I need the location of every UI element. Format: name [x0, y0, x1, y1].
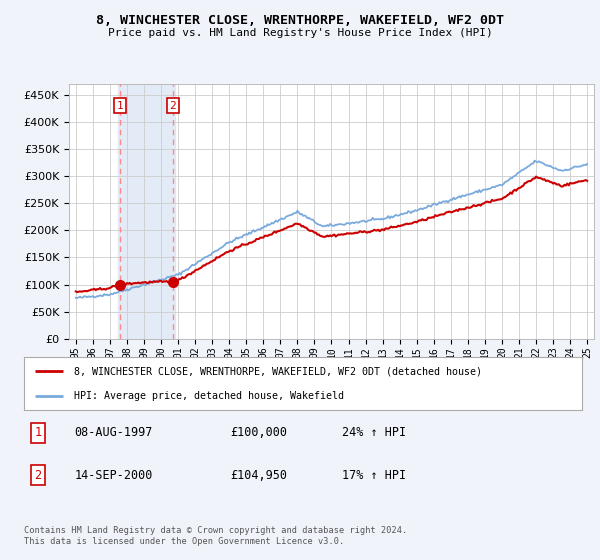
Text: 24% ↑ HPI: 24% ↑ HPI — [342, 426, 406, 440]
Text: Price paid vs. HM Land Registry's House Price Index (HPI): Price paid vs. HM Land Registry's House … — [107, 28, 493, 38]
Text: £104,950: £104,950 — [230, 469, 287, 482]
Text: 08-AUG-1997: 08-AUG-1997 — [74, 426, 152, 440]
Bar — [118, 84, 175, 339]
Text: 1: 1 — [117, 101, 124, 111]
Text: 14-SEP-2000: 14-SEP-2000 — [74, 469, 152, 482]
Text: HPI: Average price, detached house, Wakefield: HPI: Average price, detached house, Wake… — [74, 390, 344, 400]
Text: 8, WINCHESTER CLOSE, WRENTHORPE, WAKEFIELD, WF2 0DT (detached house): 8, WINCHESTER CLOSE, WRENTHORPE, WAKEFIE… — [74, 366, 482, 376]
Text: 2: 2 — [170, 101, 176, 111]
Text: £100,000: £100,000 — [230, 426, 287, 440]
Text: Contains HM Land Registry data © Crown copyright and database right 2024.
This d: Contains HM Land Registry data © Crown c… — [24, 526, 407, 546]
Text: 17% ↑ HPI: 17% ↑ HPI — [342, 469, 406, 482]
Text: 8, WINCHESTER CLOSE, WRENTHORPE, WAKEFIELD, WF2 0DT: 8, WINCHESTER CLOSE, WRENTHORPE, WAKEFIE… — [96, 14, 504, 27]
Text: 1: 1 — [34, 426, 41, 440]
Text: 2: 2 — [34, 469, 41, 482]
